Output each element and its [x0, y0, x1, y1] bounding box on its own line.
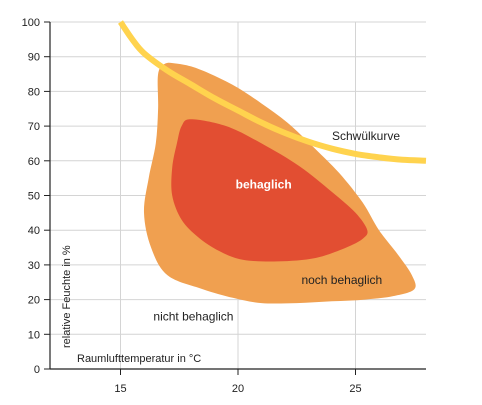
y-tick-label: 20 [28, 295, 40, 307]
curve-label: Schwülkurve [332, 129, 400, 143]
y-tick-label: 90 [28, 52, 40, 64]
x-tick-label: 25 [349, 383, 361, 395]
y-tick-label: 70 [28, 121, 40, 133]
y-tick-label: 60 [28, 156, 40, 168]
region-label-noch-behaglich: noch behaglich [301, 273, 382, 287]
comfort-regions [143, 62, 416, 304]
schwuelkurve-line [118, 20, 427, 164]
y-tick-label: 30 [28, 260, 40, 272]
x-tick-label: 20 [232, 383, 244, 395]
y-tick-label: 0 [34, 364, 40, 376]
region-label-behaglich: behaglich [236, 178, 292, 192]
x-axis-label: Raumlufttemperatur in °C [77, 353, 201, 365]
curve-layer [118, 20, 427, 164]
y-tick-label: 40 [28, 225, 40, 237]
tick-labels: 0 10 20 30 40 50 60 70 80 90 100 15 20 25 [22, 17, 362, 395]
y-tick-label: 10 [28, 329, 40, 341]
y-axis-label: relative Feuchte in % [61, 245, 73, 348]
y-tick-label: 80 [28, 86, 40, 98]
y-tick-label: 100 [22, 17, 40, 29]
region-behaglich [171, 119, 368, 262]
x-tick-label: 15 [114, 383, 126, 395]
region-label-nicht-behaglich: nicht behaglich [153, 309, 233, 323]
y-tick-label: 50 [28, 191, 40, 203]
